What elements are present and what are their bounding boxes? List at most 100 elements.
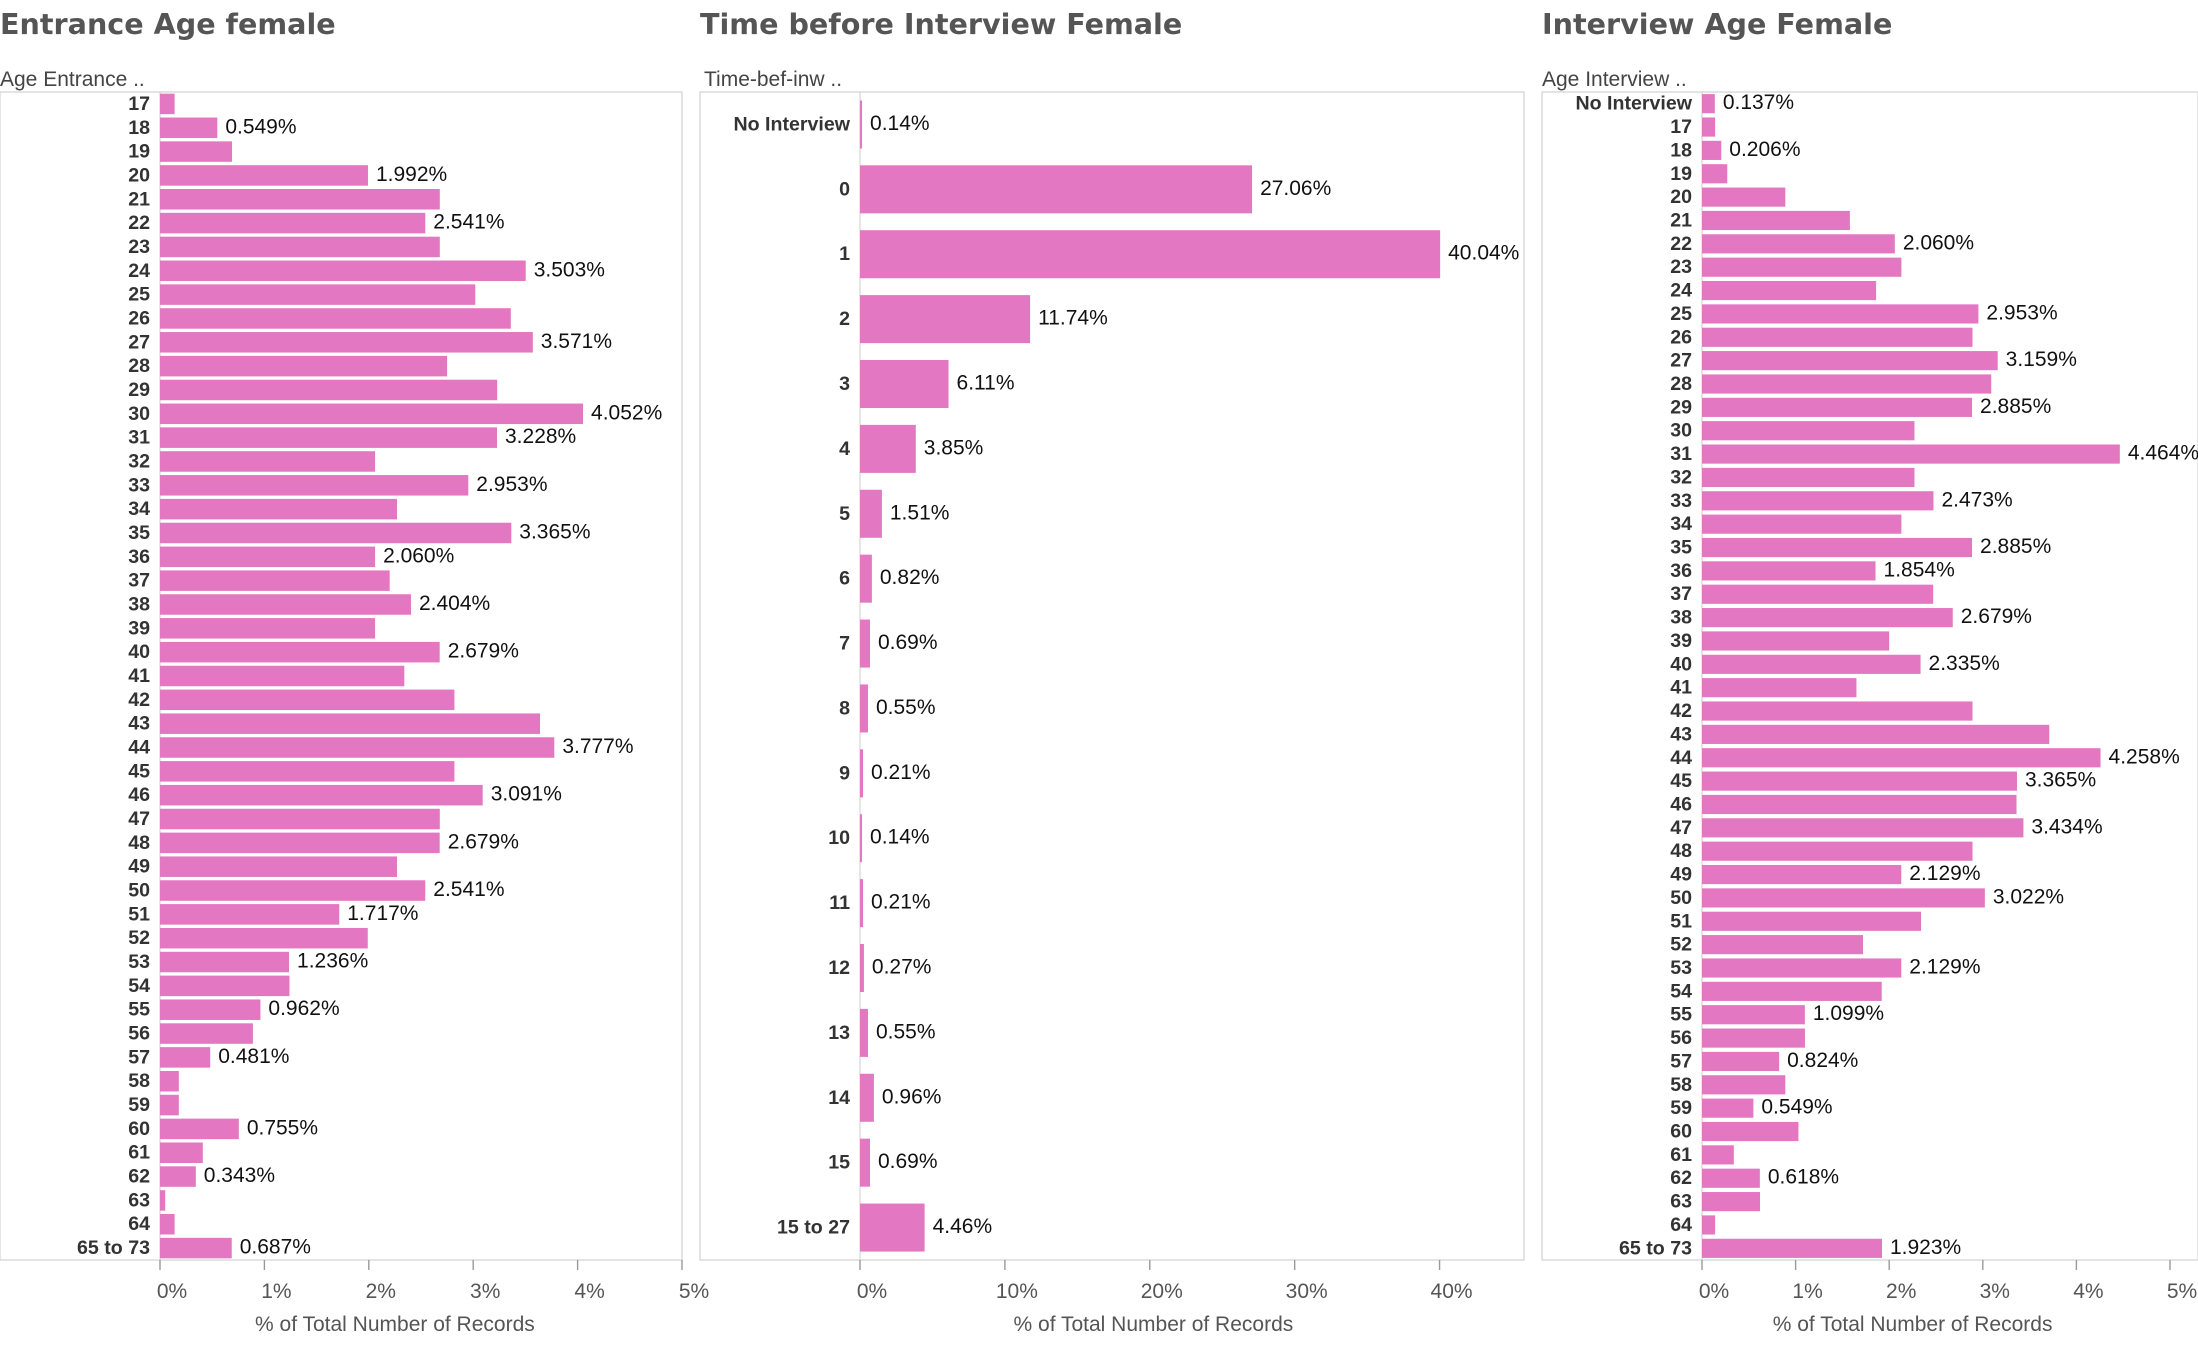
bar (860, 619, 870, 668)
bar (860, 100, 863, 149)
category-label: 26 (128, 307, 150, 329)
bar (860, 684, 868, 733)
data-label: 0.69% (878, 631, 938, 654)
bar (1702, 210, 1850, 231)
bar (160, 1094, 179, 1116)
bar (1702, 1145, 1734, 1165)
category-label: 50 (1670, 887, 1692, 909)
bar (160, 1118, 239, 1140)
bar (160, 856, 397, 877)
data-label: 2.885% (1980, 535, 2051, 558)
bar (860, 749, 864, 798)
data-label: 0.824% (1787, 1049, 1858, 1072)
data-label: 3.365% (519, 520, 590, 543)
bar (860, 359, 949, 409)
bar (160, 951, 290, 973)
bar (160, 1213, 175, 1235)
category-label: 28 (1670, 373, 1692, 395)
data-label: 0.481% (218, 1045, 289, 1068)
bar (1702, 748, 2101, 768)
category-label: 19 (1670, 163, 1692, 185)
bar (1702, 678, 1857, 698)
category-label: 2 (839, 308, 850, 330)
category-label: 33 (128, 474, 150, 496)
category-label: 40 (128, 641, 150, 663)
category-label: 31 (1670, 443, 1692, 465)
bar (160, 832, 440, 854)
x-tick-label: 0% (1699, 1280, 1729, 1303)
category-label: 25 (1670, 303, 1692, 325)
bar (1702, 584, 1934, 604)
x-tick-label: 2% (366, 1280, 396, 1303)
bar (1702, 1051, 1780, 1072)
data-label: 2.129% (1909, 862, 1980, 885)
category-label: 59 (128, 1094, 150, 1116)
category-label: 65 to 73 (1619, 1237, 1692, 1259)
bar (160, 1166, 196, 1187)
category-label: 38 (128, 593, 150, 615)
data-label: 0.549% (225, 115, 296, 138)
category-label: 55 (1670, 1004, 1692, 1026)
plot-frame (699, 91, 1525, 1261)
bar (1702, 514, 1902, 534)
bar (160, 236, 440, 258)
x-tick-label: 20% (1141, 1280, 1183, 1303)
bar (1702, 140, 1722, 160)
bar (1702, 864, 1902, 885)
data-label: 1.099% (1813, 1002, 1884, 1025)
category-label: 53 (1670, 957, 1692, 979)
category-label: 40 (1670, 653, 1692, 675)
category-label: 39 (128, 617, 150, 639)
bar (1702, 771, 2017, 791)
category-label: 46 (1670, 793, 1692, 815)
data-label: 2.953% (1986, 301, 2057, 324)
bar (860, 1203, 925, 1252)
category-label: 58 (128, 1070, 150, 1092)
data-label: 3.365% (2025, 769, 2096, 792)
x-tick-label: 3% (470, 1280, 500, 1303)
category-label: 7 (839, 633, 850, 655)
bar (1702, 888, 1985, 908)
category-label: 47 (128, 808, 150, 830)
category-label: 52 (1670, 934, 1692, 956)
category-label: 32 (1670, 466, 1692, 488)
bar (160, 1190, 166, 1211)
bar (860, 1138, 870, 1187)
data-label: 2.541% (433, 878, 504, 901)
category-label: 9 (839, 762, 850, 784)
category-label: 14 (828, 1087, 850, 1109)
data-label: 3.777% (562, 735, 633, 758)
category-label: 28 (128, 355, 150, 377)
category-label: 51 (128, 903, 150, 925)
category-label: 57 (128, 1046, 150, 1068)
bar (160, 308, 511, 329)
x-axis-label: % of Total Number of Records (255, 1313, 535, 1336)
category-label: 60 (1670, 1121, 1692, 1143)
category-label: 62 (128, 1166, 150, 1188)
data-label: 0.69% (878, 1150, 938, 1173)
bar (1702, 304, 1979, 324)
category-label: 49 (1670, 864, 1692, 886)
bar (1702, 1238, 1882, 1258)
category-label: No Interview (733, 113, 850, 135)
data-label: 2.885% (1980, 395, 2051, 418)
data-label: 0.618% (1768, 1166, 1839, 1189)
category-label: 20 (1670, 186, 1692, 208)
x-tick-label: 0% (857, 1280, 887, 1303)
data-label: 1.236% (297, 950, 368, 973)
category-label: 61 (1670, 1144, 1692, 1166)
category-label: 47 (1670, 817, 1692, 839)
bar (1702, 981, 1882, 1001)
category-label: 49 (128, 856, 150, 878)
data-label: 0.82% (880, 566, 940, 589)
bar (1702, 257, 1902, 277)
bar (1702, 164, 1728, 184)
category-label: 48 (1670, 840, 1692, 862)
bar (860, 424, 916, 473)
category-label: 59 (1670, 1097, 1692, 1119)
category-label: 21 (1670, 209, 1692, 231)
bar (860, 1073, 874, 1122)
category-label: 32 (128, 450, 150, 472)
bar (860, 814, 863, 863)
x-tick-label: 40% (1431, 1280, 1473, 1303)
